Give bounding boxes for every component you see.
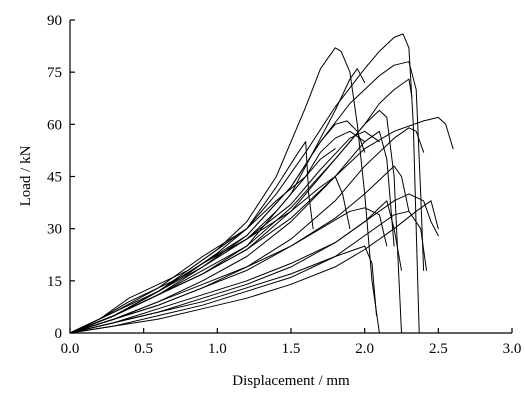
axes-layer [69, 20, 512, 334]
x-tick-label: 3.0 [503, 341, 522, 357]
series-layer [69, 33, 454, 334]
series-line-20 [69, 210, 427, 334]
x-tick-label: 1.0 [208, 341, 227, 357]
series-line-9 [69, 130, 366, 334]
y-axis-ticks: 0 15 30 45 60 75 90 [47, 13, 75, 342]
y-tick-label: 45 [47, 170, 62, 186]
y-tick-label: 30 [47, 222, 62, 238]
y-tick-label: 90 [47, 13, 62, 29]
y-axis-title: Load / kN [18, 145, 34, 206]
series-line-14 [69, 148, 336, 334]
series-line-21 [69, 200, 439, 334]
y-tick-label: 75 [47, 65, 62, 81]
y-tick-label: 60 [47, 117, 62, 133]
x-axis-title: Displacement / mm [232, 373, 350, 389]
series-line-16 [69, 176, 351, 334]
y-tick-label: 0 [55, 326, 63, 342]
series-line-3 [69, 61, 425, 334]
series-line-13 [69, 141, 314, 334]
series-line-22 [69, 245, 377, 334]
series-line-10 [69, 130, 395, 334]
series-line-6 [69, 109, 402, 334]
x-axis-ticks: 0.0 0.5 1.0 1.5 2.0 2.5 3.0 [61, 328, 522, 357]
x-tick-label: 2.5 [429, 341, 448, 357]
x-tick-label: 0.5 [134, 341, 153, 357]
x-tick-label: 0.0 [61, 341, 80, 357]
series-line-1 [69, 47, 380, 334]
series-line-17 [69, 207, 388, 334]
series-line-5 [69, 78, 413, 334]
x-tick-label: 1.5 [282, 341, 301, 357]
y-tick-label: 15 [47, 274, 62, 290]
plot-frame [69, 20, 512, 334]
x-tick-label: 2.0 [355, 341, 374, 357]
